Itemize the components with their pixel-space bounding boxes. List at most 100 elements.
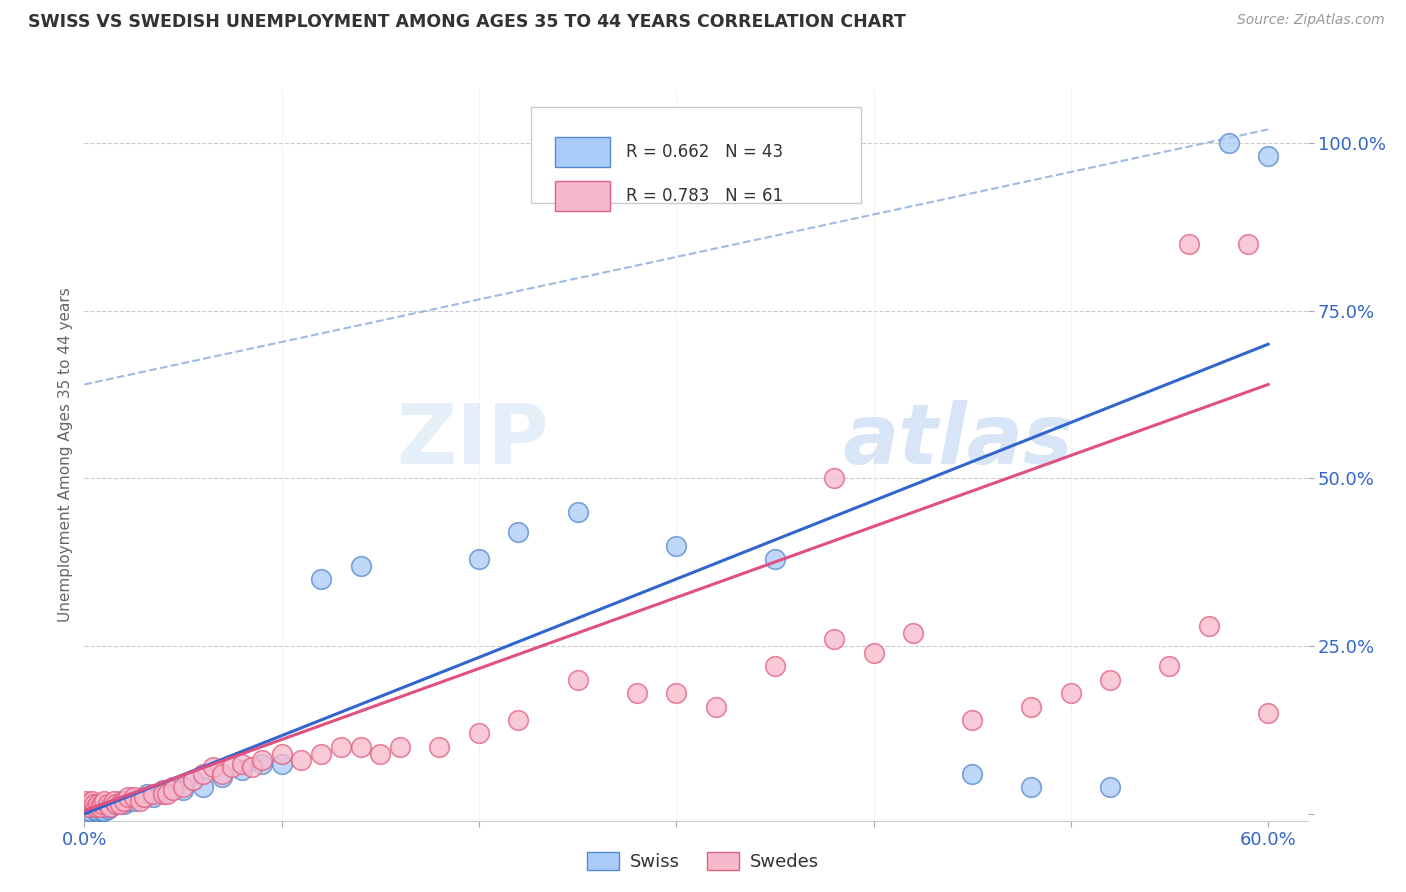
- Point: [823, 471, 845, 485]
- Point: [93, 793, 115, 807]
- Point: [79, 804, 101, 818]
- Point: [389, 739, 412, 754]
- Point: [162, 780, 184, 794]
- Point: [1198, 619, 1220, 633]
- Point: [97, 797, 120, 811]
- Point: [142, 790, 165, 805]
- Point: [250, 753, 273, 767]
- Point: [77, 804, 100, 818]
- Point: [94, 800, 117, 814]
- Point: [468, 552, 491, 566]
- Point: [89, 800, 111, 814]
- Point: [250, 756, 273, 771]
- Point: [1218, 136, 1240, 150]
- Point: [82, 800, 104, 814]
- Point: [112, 797, 135, 811]
- Point: [122, 790, 145, 805]
- Point: [172, 783, 194, 797]
- Text: ZIP: ZIP: [396, 400, 550, 481]
- Point: [349, 558, 371, 573]
- FancyBboxPatch shape: [555, 136, 610, 168]
- Point: [309, 572, 332, 586]
- Point: [112, 793, 135, 807]
- Point: [132, 790, 155, 805]
- Point: [98, 800, 121, 814]
- Point: [1257, 706, 1279, 721]
- Point: [181, 773, 204, 788]
- Point: [79, 797, 101, 811]
- Point: [104, 797, 127, 811]
- Point: [104, 797, 127, 811]
- Point: [901, 625, 924, 640]
- Point: [132, 790, 155, 805]
- Point: [181, 773, 204, 788]
- Point: [290, 753, 312, 767]
- Point: [136, 787, 159, 801]
- Legend: Swiss, Swedes: Swiss, Swedes: [579, 845, 827, 879]
- Point: [117, 793, 139, 807]
- Point: [75, 797, 97, 811]
- Point: [128, 793, 150, 807]
- Point: [270, 747, 292, 761]
- FancyBboxPatch shape: [531, 108, 860, 202]
- Point: [87, 797, 110, 811]
- Point: [508, 713, 530, 727]
- Point: [87, 804, 110, 818]
- Point: [75, 793, 97, 807]
- Point: [117, 790, 139, 805]
- Point: [368, 747, 391, 761]
- Point: [665, 686, 688, 700]
- Point: [270, 756, 292, 771]
- Point: [429, 739, 451, 754]
- Point: [626, 686, 648, 700]
- FancyBboxPatch shape: [555, 181, 610, 211]
- Text: R = 0.783   N = 61: R = 0.783 N = 61: [626, 187, 783, 205]
- Text: R = 0.662   N = 43: R = 0.662 N = 43: [626, 143, 783, 161]
- Point: [211, 770, 233, 784]
- Point: [156, 787, 179, 801]
- Point: [201, 760, 224, 774]
- Point: [468, 726, 491, 740]
- Point: [103, 793, 125, 807]
- Point: [508, 525, 530, 540]
- Point: [823, 632, 845, 647]
- Point: [309, 747, 332, 761]
- Point: [240, 760, 263, 774]
- Point: [91, 804, 114, 818]
- Point: [1159, 659, 1181, 673]
- Point: [567, 505, 589, 519]
- Point: [108, 797, 131, 811]
- Point: [108, 793, 131, 807]
- Point: [103, 797, 125, 811]
- Point: [231, 764, 253, 778]
- Point: [91, 797, 114, 811]
- Point: [1060, 686, 1083, 700]
- Point: [84, 804, 107, 818]
- Point: [83, 797, 105, 811]
- Point: [1021, 699, 1043, 714]
- Text: SWISS VS SWEDISH UNEMPLOYMENT AMONG AGES 35 TO 44 YEARS CORRELATION CHART: SWISS VS SWEDISH UNEMPLOYMENT AMONG AGES…: [28, 13, 905, 31]
- Point: [763, 552, 786, 566]
- Point: [1178, 236, 1201, 251]
- Point: [82, 793, 104, 807]
- Point: [162, 783, 184, 797]
- Point: [142, 787, 165, 801]
- Point: [1237, 236, 1260, 251]
- Point: [97, 801, 120, 815]
- Point: [84, 800, 107, 814]
- Point: [122, 793, 145, 807]
- Point: [1099, 673, 1122, 687]
- Point: [172, 780, 194, 794]
- Point: [704, 699, 727, 714]
- Text: atlas: atlas: [842, 400, 1073, 481]
- Point: [763, 659, 786, 673]
- Point: [93, 804, 115, 818]
- Point: [231, 756, 253, 771]
- Point: [191, 766, 214, 780]
- Point: [152, 787, 174, 801]
- Point: [83, 800, 105, 814]
- Point: [960, 766, 983, 780]
- Point: [1099, 780, 1122, 794]
- Point: [98, 800, 121, 814]
- Point: [329, 739, 352, 754]
